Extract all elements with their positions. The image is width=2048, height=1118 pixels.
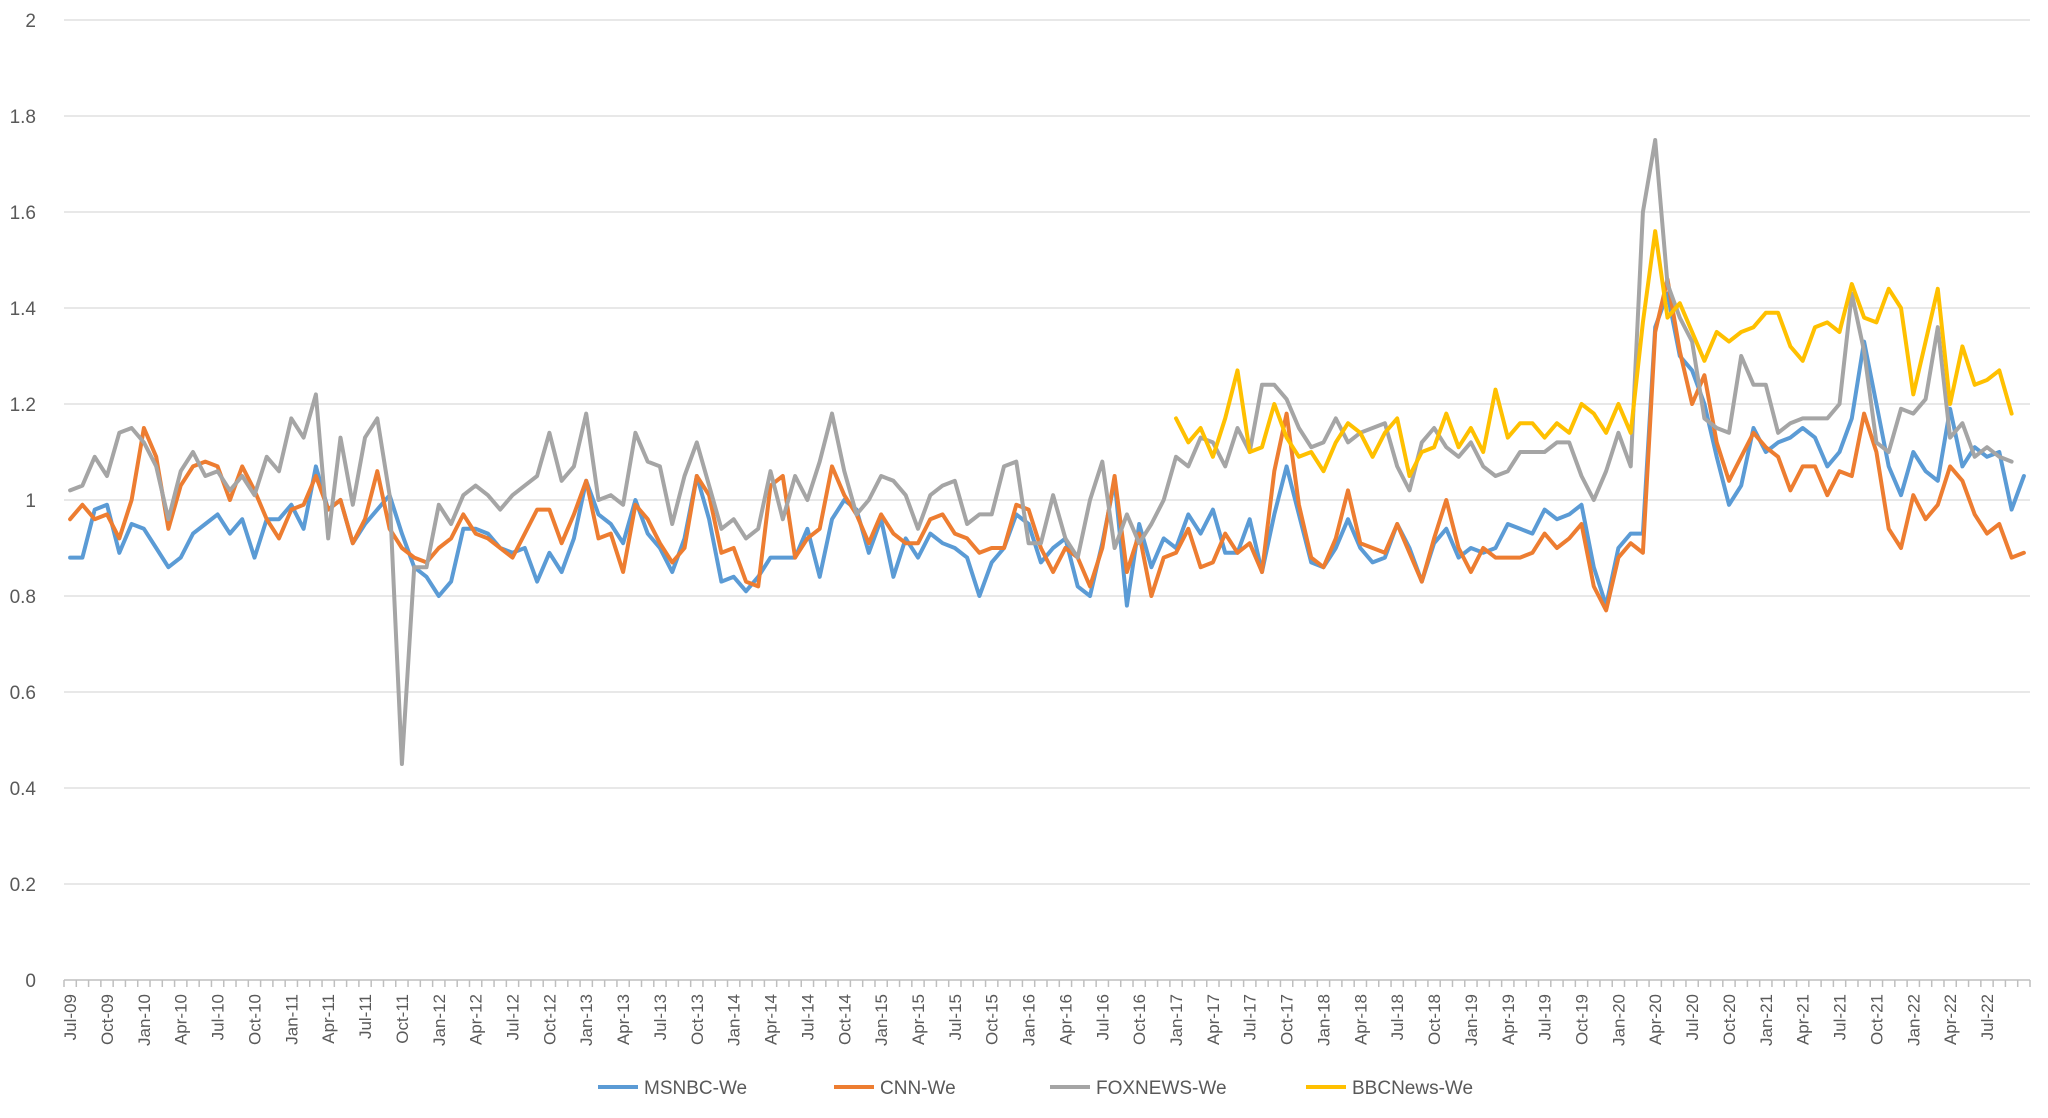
x-tick-label: Apr-19	[1499, 994, 1518, 1045]
x-tick-label: Jan-19	[1462, 994, 1481, 1046]
y-tick-label: 0.4	[10, 779, 37, 800]
x-tick-label: Oct-12	[540, 994, 559, 1045]
x-tick-label: Apr-11	[319, 994, 338, 1044]
x-tick-label: Jan-12	[430, 994, 449, 1046]
x-tick-label: Oct-14	[835, 994, 854, 1045]
x-tick-label: Jan-13	[577, 994, 596, 1046]
x-tick-label: Jul-12	[503, 994, 522, 1040]
y-tick-label: 1.2	[10, 395, 36, 416]
x-axis: Jul-09 Oct-09 Jan-10 Apr-10 Jul-10 Oct-10 Jan-…	[61, 980, 2031, 1046]
x-tick-label: Jan-18	[1314, 994, 1333, 1046]
x-tick-label: Apr-15	[909, 994, 928, 1045]
legend-entry: CNN-We	[834, 1078, 956, 1099]
x-tick-label: Jan-17	[1167, 994, 1186, 1046]
x-tick-label: Jan-15	[872, 994, 891, 1046]
x-tick-label: Oct-13	[688, 994, 707, 1045]
legend-label: BBCNews-We	[1352, 1078, 1473, 1099]
x-tick-label: Jan-10	[135, 994, 154, 1046]
x-tick-label: Oct-09	[98, 994, 117, 1045]
x-tick-label: Jul-10	[209, 994, 228, 1040]
x-tick-label: Oct-19	[1573, 994, 1592, 1045]
x-tick-label: Apr-13	[614, 994, 633, 1045]
x-tick-label: Jul-11	[356, 994, 375, 1039]
x-tick-label: Jul-16	[1093, 994, 1112, 1040]
x-tick-label: Apr-18	[1351, 994, 1370, 1045]
legend-entry: BBCNews-We	[1306, 1078, 1473, 1099]
legend-entry: MSNBC-We	[598, 1078, 747, 1099]
gridlines	[64, 19, 2030, 981]
x-tick-label: Jul-15	[946, 994, 965, 1040]
legend-entry: FOXNEWS-We	[1050, 1078, 1227, 1099]
y-tick-label: 1.8	[10, 107, 36, 128]
x-tick-label: Oct-17	[1278, 994, 1297, 1045]
legend: MSNBC-We CNN-We FOXNEWS-We BBCNews-We	[598, 1078, 1473, 1099]
x-tick-label: Apr-12	[467, 994, 486, 1045]
x-tick-label: Jan-22	[1904, 994, 1923, 1046]
x-tick-label: Apr-21	[1794, 994, 1813, 1045]
y-tick-label: 0.6	[10, 683, 36, 704]
y-tick-label: 1	[25, 491, 36, 512]
x-tick-label: Jul-22	[1978, 994, 1997, 1040]
x-tick-label: Jan-21	[1757, 994, 1776, 1046]
x-tick-label: Apr-17	[1204, 994, 1223, 1045]
x-tick-label: Oct-10	[245, 994, 264, 1045]
y-tick-label: 0.8	[10, 587, 36, 608]
y-tick-label: 0	[25, 971, 36, 992]
legend-label: FOXNEWS-We	[1096, 1078, 1227, 1099]
series-line-foxnews-we	[68, 138, 2014, 766]
x-tick-label: Jul-17	[1241, 994, 1260, 1040]
x-tick-label: Apr-22	[1941, 994, 1960, 1045]
x-tick-label: Apr-14	[762, 994, 781, 1045]
x-tick-label: Oct-20	[1720, 994, 1739, 1045]
series-line-bbcnews-we	[1174, 229, 2014, 478]
y-tick-label: 2	[25, 11, 36, 32]
x-tick-label: Jul-14	[798, 994, 817, 1040]
x-tick-label: Oct-21	[1867, 994, 1886, 1045]
x-tick-label: Jul-13	[651, 994, 670, 1040]
y-tick-label: 1.6	[10, 203, 36, 224]
x-tick-label: Oct-15	[983, 994, 1002, 1045]
x-tick-label: Jul-21	[1831, 994, 1850, 1040]
y-tick-label: 1.4	[10, 299, 37, 320]
x-tick-label: Jan-20	[1609, 994, 1628, 1046]
x-tick-label: Jul-09	[61, 994, 80, 1040]
x-tick-label: Oct-16	[1130, 994, 1149, 1045]
x-tick-label: Jan-11	[282, 994, 301, 1045]
x-tick-label: Oct-18	[1425, 994, 1444, 1045]
x-tick-label: Apr-10	[172, 994, 191, 1045]
x-tick-label: Apr-16	[1056, 994, 1075, 1045]
x-tick-label: Jul-18	[1388, 994, 1407, 1040]
legend-label: CNN-We	[880, 1078, 956, 1099]
x-tick-label: Jan-16	[1020, 994, 1039, 1046]
x-tick-label: Oct-11	[393, 994, 412, 1044]
x-tick-label: Jan-14	[725, 994, 744, 1046]
legend-label: MSNBC-We	[644, 1078, 747, 1099]
y-tick-label: 0.2	[10, 875, 36, 896]
x-tick-label: Jul-19	[1536, 994, 1555, 1040]
series-lines	[68, 138, 2026, 766]
x-tick-label: Jul-20	[1683, 994, 1702, 1040]
x-tick-label: Apr-20	[1646, 994, 1665, 1045]
y-axis: 0 0.2 0.4 0.6 0.8 1 1.2 1.4 1.6 1.8 2	[10, 11, 37, 992]
